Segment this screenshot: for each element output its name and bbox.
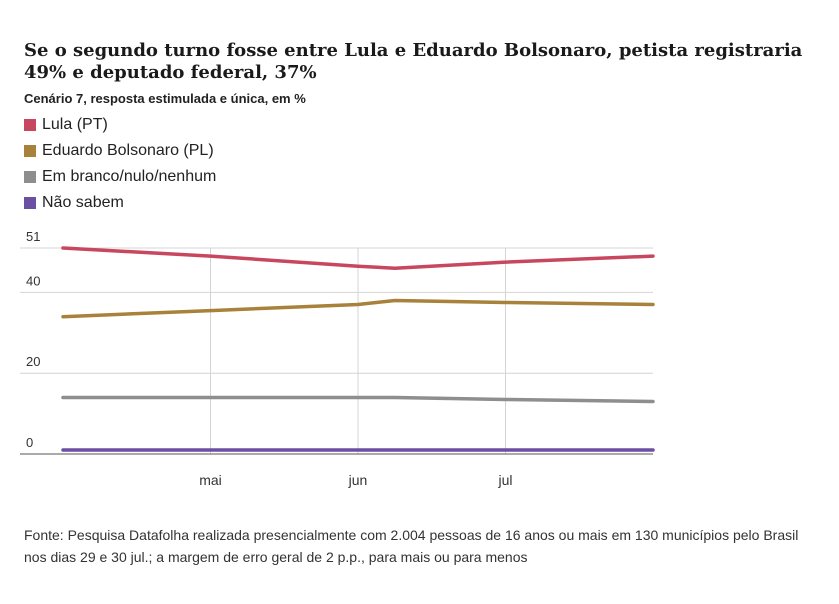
y-tick-label: 20	[26, 354, 40, 369]
legend-label-branco: Em branco/nulo/nenhum	[42, 168, 217, 185]
legend-label-nao-sabem: Não sabem	[42, 194, 124, 211]
x-tick-label: jun	[348, 472, 368, 488]
legend-swatch-eduardo	[24, 145, 36, 157]
x-tick-label: mai	[199, 472, 222, 488]
y-tick-label: 40	[26, 273, 40, 288]
series-line-1	[61, 298, 655, 319]
x-tick-label: jul	[497, 472, 512, 488]
legend-item-eduardo: Eduardo Bolsonaro (PL)	[24, 138, 216, 164]
y-tick-label: 0	[26, 435, 33, 450]
line-chart: 0 20 40 51 mai jun jul	[20, 229, 655, 488]
series-line-0	[61, 246, 655, 270]
legend-label-lula: Lula (PT)	[42, 116, 108, 133]
legend-swatch-lula	[24, 119, 36, 131]
y-tick-label: 51	[26, 229, 40, 244]
chart-title: Se o segundo turno fosse entre Lula e Ed…	[24, 40, 803, 83]
legend-swatch-nao-sabem	[24, 197, 36, 209]
legend-item-branco: Em branco/nulo/nenhum	[24, 164, 216, 190]
legend: Lula (PT) Eduardo Bolsonaro (PL) Em bran…	[24, 112, 216, 216]
legend-label-eduardo: Eduardo Bolsonaro (PL)	[42, 142, 214, 159]
legend-item-nao-sabem: Não sabem	[24, 190, 216, 216]
legend-item-lula: Lula (PT)	[24, 112, 216, 138]
legend-swatch-branco	[24, 171, 36, 183]
chart-subtitle: Cenário 7, resposta estimulada e única, …	[24, 91, 306, 106]
series-line-2	[61, 395, 655, 404]
source-note: Fonte: Pesquisa Datafolha realizada pres…	[24, 527, 799, 565]
